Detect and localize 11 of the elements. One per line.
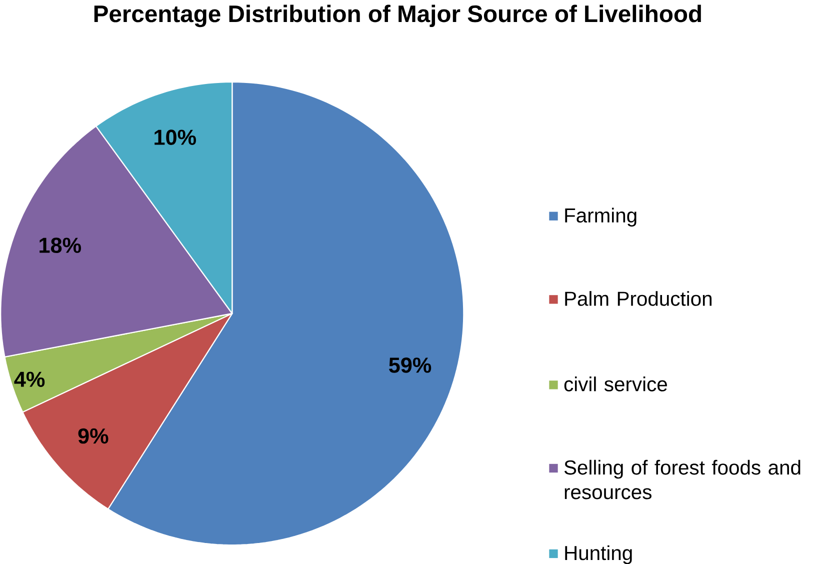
legend-label: Farming [565, 208, 636, 226]
data-label: 59% [389, 357, 432, 373]
data-label: 18% [40, 238, 81, 253]
data-label: 10% [154, 130, 196, 145]
data-label: 9% [78, 428, 108, 444]
legend-label: Palm Production [565, 290, 712, 306]
data-label: 4% [14, 372, 45, 387]
legend-label: Hunting [565, 545, 632, 564]
legend-label: Selling of forest foods and resources [564, 460, 800, 500]
chart-title: Percentage Distribution of Major Source of Livelihood [94, 4, 701, 28]
legend-label: civil service [564, 376, 667, 392]
